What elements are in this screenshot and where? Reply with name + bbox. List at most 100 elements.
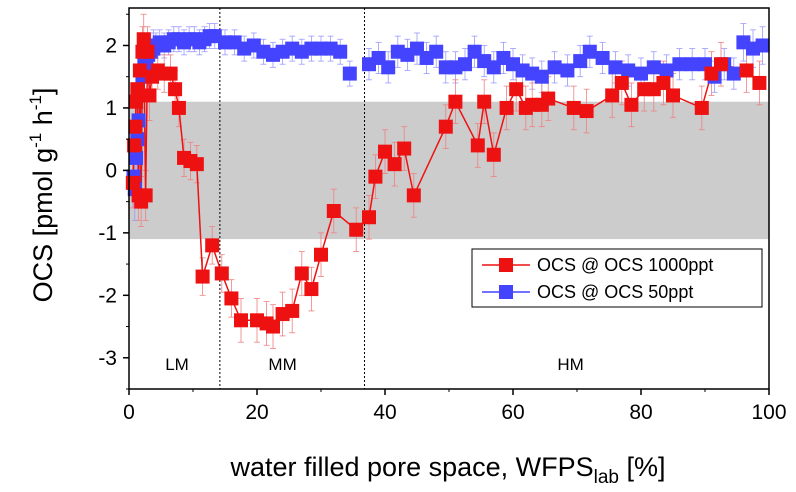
data-point — [499, 100, 514, 115]
y-axis-title-sup-2: -1 — [26, 95, 45, 110]
x-axis-title-unit: [%] — [619, 452, 666, 482]
data-point — [438, 119, 453, 134]
data-point — [458, 57, 472, 72]
y-tick-labels: -3 -2 -1 0 1 2 — [98, 34, 117, 369]
data-point — [755, 38, 770, 53]
y-tick-label: 1 — [105, 97, 117, 120]
data-point — [634, 66, 648, 81]
y-tick-label: -1 — [98, 222, 117, 245]
data-point — [130, 82, 145, 97]
x-axis-title-main: water filled pore space, WFPS — [229, 452, 593, 482]
region-label-mm: MM — [268, 355, 296, 374]
y-tick-label: -3 — [98, 347, 117, 370]
data-point — [234, 313, 248, 328]
legend-marker-1000ppt — [499, 258, 513, 272]
data-point — [752, 75, 767, 90]
data-point — [140, 44, 155, 59]
data-point — [387, 157, 402, 172]
y-axis-title-end: ] — [28, 88, 58, 96]
legend-label-50ppt: OCS @ OCS 50ppt — [537, 282, 693, 302]
data-point — [566, 100, 581, 115]
y-axis-title: OCS [pmol g-1 h-1] — [26, 88, 58, 303]
data-point — [486, 147, 501, 162]
data-point — [189, 157, 204, 172]
data-point — [608, 60, 623, 75]
data-point — [294, 266, 309, 281]
data-point — [685, 57, 700, 72]
data-point — [314, 247, 328, 262]
data-point — [168, 82, 183, 97]
data-point — [378, 144, 392, 159]
y-axis-title-sup-1: -1 — [26, 133, 45, 148]
legend: OCS @ OCS 1000ppt OCS @ OCS 50ppt — [471, 248, 763, 308]
x-tick-label: 80 — [629, 401, 652, 424]
data-point — [136, 32, 151, 47]
data-point — [195, 269, 210, 284]
data-point — [128, 119, 143, 134]
data-point — [714, 57, 728, 72]
x-axis-title: water filled pore space, WFPSlab [%] — [229, 452, 665, 488]
data-point — [560, 63, 575, 78]
y-axis-title-main: OCS [pmol g — [28, 148, 58, 303]
x-axis-title-subscript: lab — [594, 467, 619, 488]
data-point — [129, 150, 144, 165]
data-point — [397, 141, 412, 156]
data-point — [656, 75, 671, 90]
data-point — [624, 97, 639, 112]
x-tick-label: 100 — [751, 401, 786, 424]
x-tick-label: 40 — [373, 401, 396, 424]
data-point — [266, 319, 280, 334]
legend-label-1000ppt: OCS @ OCS 1000ppt — [537, 255, 713, 275]
data-point — [621, 63, 636, 78]
data-point — [362, 210, 376, 225]
data-point — [659, 63, 674, 78]
data-point — [605, 88, 620, 103]
axis-ticks — [123, 13, 770, 395]
region-dividers — [219, 8, 366, 389]
data-point — [429, 44, 444, 59]
data-point — [163, 66, 178, 81]
data-point — [509, 82, 524, 97]
region-label-hm: HM — [557, 355, 583, 374]
data-point — [138, 188, 153, 203]
data-point — [171, 100, 186, 115]
data-point — [614, 75, 629, 90]
data-point — [541, 91, 556, 106]
x-tick-label: 20 — [245, 401, 268, 424]
x-tick-label: 0 — [123, 401, 135, 424]
data-point — [448, 94, 463, 109]
y-tick-label: 2 — [105, 34, 117, 57]
data-point — [477, 94, 492, 109]
data-point — [132, 63, 147, 78]
data-point — [406, 188, 421, 203]
y-axis-title-mid: h — [28, 110, 58, 133]
data-point — [205, 238, 220, 253]
data-point — [534, 69, 549, 84]
data-point — [214, 266, 229, 281]
y-tick-label: 0 — [105, 159, 117, 182]
data-point — [285, 303, 300, 318]
data-point — [129, 94, 144, 109]
legend-box — [471, 248, 763, 308]
data-point — [547, 60, 562, 75]
data-point — [579, 104, 594, 119]
data-point — [470, 138, 485, 153]
data-point — [694, 100, 709, 115]
region-labels: LM MM HM — [165, 355, 584, 374]
data-point — [349, 222, 364, 237]
data-point — [127, 138, 142, 153]
legend-marker-50ppt — [499, 285, 513, 299]
data-point — [739, 63, 754, 78]
data-point — [381, 60, 396, 75]
data-point — [595, 50, 610, 65]
data-point — [304, 282, 319, 297]
region-label-lm: LM — [165, 355, 189, 374]
data-point — [582, 44, 597, 59]
x-tick-label: 60 — [501, 401, 524, 424]
x-tick-labels: 0 20 40 60 80 100 — [123, 401, 786, 424]
data-points — [125, 29, 770, 334]
data-point — [224, 291, 239, 306]
data-point — [333, 44, 348, 59]
data-point — [368, 169, 383, 184]
data-point — [342, 66, 357, 81]
